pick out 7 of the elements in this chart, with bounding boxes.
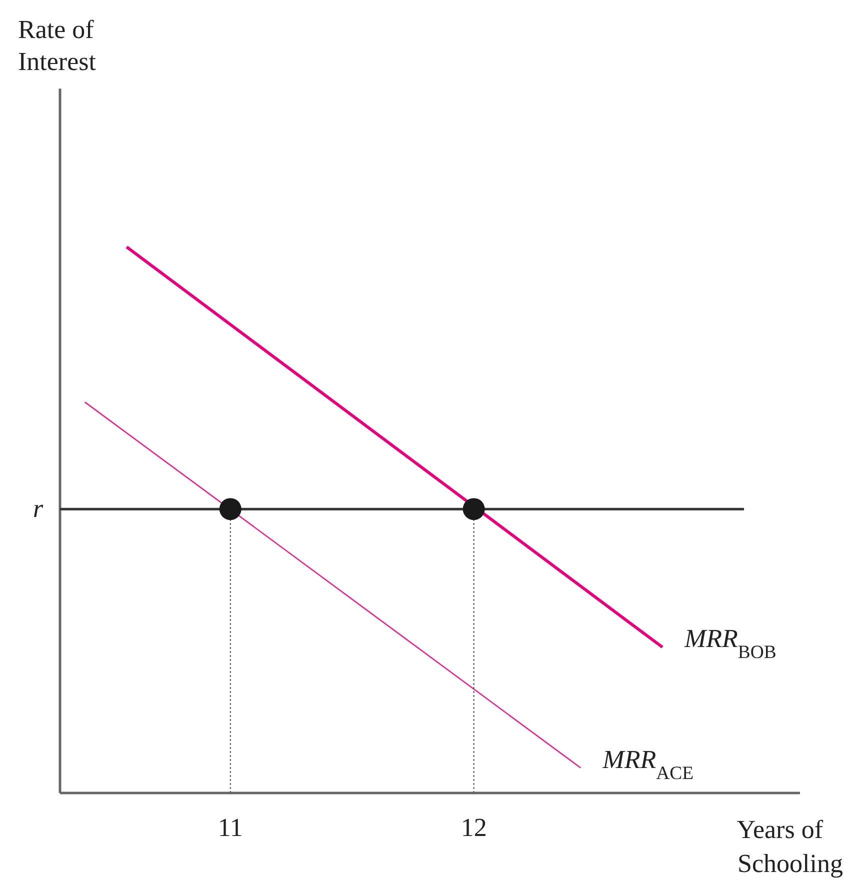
- text: Rate of Interest: [18, 15, 97, 76]
- series-label: MRR$_{ACE}$: [602, 744, 694, 784]
- x-axis-title: Years of Schooling: [736, 815, 843, 878]
- x-tick-label: 12: [460, 813, 487, 842]
- series-label: MRR$_{BOB}$: [683, 624, 776, 663]
- x-tick-label: 11: [218, 813, 243, 842]
- annotation: r: [32, 494, 44, 524]
